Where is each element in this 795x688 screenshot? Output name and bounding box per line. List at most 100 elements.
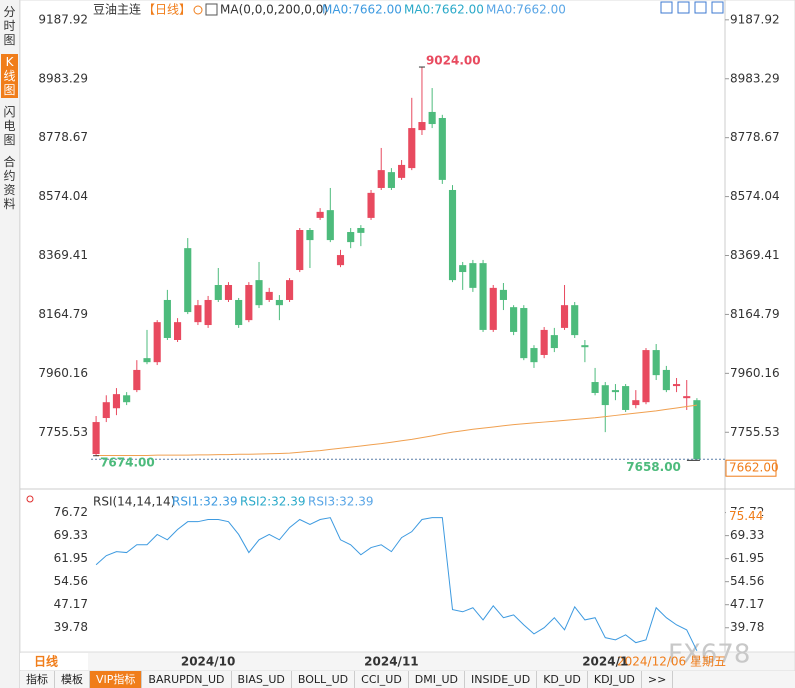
candle-body	[306, 230, 314, 241]
tab[interactable]: CCI_UD	[355, 671, 409, 688]
period: 【日线】	[143, 3, 191, 17]
candle-body	[194, 305, 202, 323]
icon[interactable]	[677, 1, 690, 14]
annotation: 9024.00	[426, 54, 481, 68]
y-tick-label: 7960.16	[38, 366, 88, 380]
y-tick-label: 54.56	[730, 574, 764, 588]
candle-body	[245, 285, 253, 321]
candle-body	[92, 422, 100, 455]
x-tick-label: 2024/10	[181, 655, 235, 669]
candle-body	[112, 394, 121, 409]
candle-body	[652, 350, 660, 376]
candle-body	[469, 263, 477, 288]
annotation: 7674.00	[100, 455, 155, 469]
rsi-line	[95, 517, 698, 652]
candle-body	[357, 227, 365, 233]
candle-body	[601, 385, 609, 406]
candle-body	[520, 308, 528, 359]
x-tick-label: 2024/1	[582, 655, 628, 669]
y-tick-label: 7755.53	[38, 425, 88, 439]
candle-body	[398, 164, 406, 178]
candle-body	[163, 299, 171, 338]
y-tick-label: 69.33	[730, 528, 764, 542]
legend-entry: RSI3:32.39	[308, 495, 374, 509]
candle-body	[448, 189, 457, 281]
settings-icon[interactable]	[26, 495, 34, 503]
candle-body	[143, 358, 151, 363]
candle-body	[642, 350, 650, 403]
y-tick-label: 8574.04	[38, 189, 88, 203]
candle-body	[173, 322, 182, 340]
ma-icon[interactable]	[205, 3, 218, 16]
y-tick-label: 47.17	[54, 597, 88, 611]
tab[interactable]: KDJ_UD	[588, 671, 642, 688]
tab[interactable]: BIAS_UD	[232, 671, 292, 688]
y-tick-label: 54.56	[54, 574, 88, 588]
tab[interactable]: DMI_UD	[409, 671, 466, 688]
x-tick-label: 2024/11	[364, 655, 418, 669]
period-button-label[interactable]: 日线	[34, 654, 58, 669]
candle-body	[581, 345, 589, 348]
tab[interactable]: >>	[642, 671, 674, 688]
last-price-label: 7662.00	[729, 461, 779, 475]
candle-body	[296, 230, 304, 271]
icon[interactable]	[694, 1, 707, 14]
y-tick-label: 8983.29	[38, 71, 88, 85]
y-tick-label: 7755.53	[730, 425, 780, 439]
chart-title: 豆油主连	[93, 2, 141, 17]
y-tick-label: 8983.29	[730, 71, 780, 85]
y-tick-label: 8574.04	[730, 189, 780, 203]
y-tick-label: 8778.67	[38, 130, 88, 144]
candle-body	[387, 172, 395, 188]
icon[interactable]	[711, 1, 724, 14]
y-tick-label: 9187.92	[38, 12, 88, 26]
candle-body	[347, 232, 355, 243]
candle-body	[275, 299, 283, 306]
side-tab[interactable]: K线图	[1, 54, 18, 98]
y-tick-label: 61.95	[54, 551, 88, 565]
ma-line	[96, 404, 697, 456]
side-tab[interactable]: 分时图	[3, 5, 16, 47]
tab[interactable]: 指标	[20, 671, 55, 688]
candle-body	[102, 402, 110, 419]
tab[interactable]: KD_UD	[537, 671, 588, 688]
icon[interactable]	[660, 1, 673, 14]
tab-bar: 指标 模板 VIP指标 BARUPDN_UD BIAS_UD BOLL_UD CCI_UD D…	[20, 671, 795, 688]
y-tick-label: 8369.41	[38, 248, 88, 262]
tab[interactable]: INSIDE_UD	[465, 671, 538, 688]
candle-body	[571, 305, 579, 336]
sidebar: 分时图 K线图闪电图合约资料	[0, 0, 20, 688]
legend-entry: MA0:7662.00	[404, 3, 484, 17]
tab[interactable]: BARUPDN_UD	[142, 671, 232, 688]
candle-body	[133, 369, 141, 391]
side-tab[interactable]: 闪电图	[3, 105, 16, 147]
candle-body	[377, 170, 385, 188]
candle-body	[184, 248, 192, 313]
candle-body	[611, 390, 620, 393]
toolbar-icons[interactable]	[660, 1, 724, 14]
tab[interactable]: 模板	[55, 671, 90, 688]
add-icon[interactable]	[193, 5, 203, 15]
y-tick-label: 69.33	[54, 528, 88, 542]
candle-body	[540, 329, 548, 355]
candle-body	[336, 255, 345, 266]
candle-body	[591, 382, 599, 393]
y-tick-label: 9187.92	[730, 12, 780, 26]
candle-body	[204, 299, 212, 326]
period-button[interactable]	[20, 653, 88, 670]
side-tab[interactable]: 合约资料	[3, 155, 16, 211]
tab[interactable]: BOLL_UD	[292, 671, 356, 688]
candle-body	[428, 111, 436, 125]
candle-body	[459, 265, 467, 273]
tab[interactable]: VIP指标	[90, 671, 143, 688]
legend-entry: RSI1:32.39	[172, 495, 238, 509]
candle-body	[286, 280, 294, 300]
legend-entry: MA0:7662.00	[486, 3, 566, 17]
candle-body	[479, 263, 487, 330]
candle-body	[153, 322, 161, 363]
candle-body	[367, 192, 375, 218]
candle-body	[622, 386, 630, 410]
cursor-date: 2024/12/06 星期五	[617, 655, 726, 669]
legend-entry: RSI2:32.39	[240, 495, 306, 509]
